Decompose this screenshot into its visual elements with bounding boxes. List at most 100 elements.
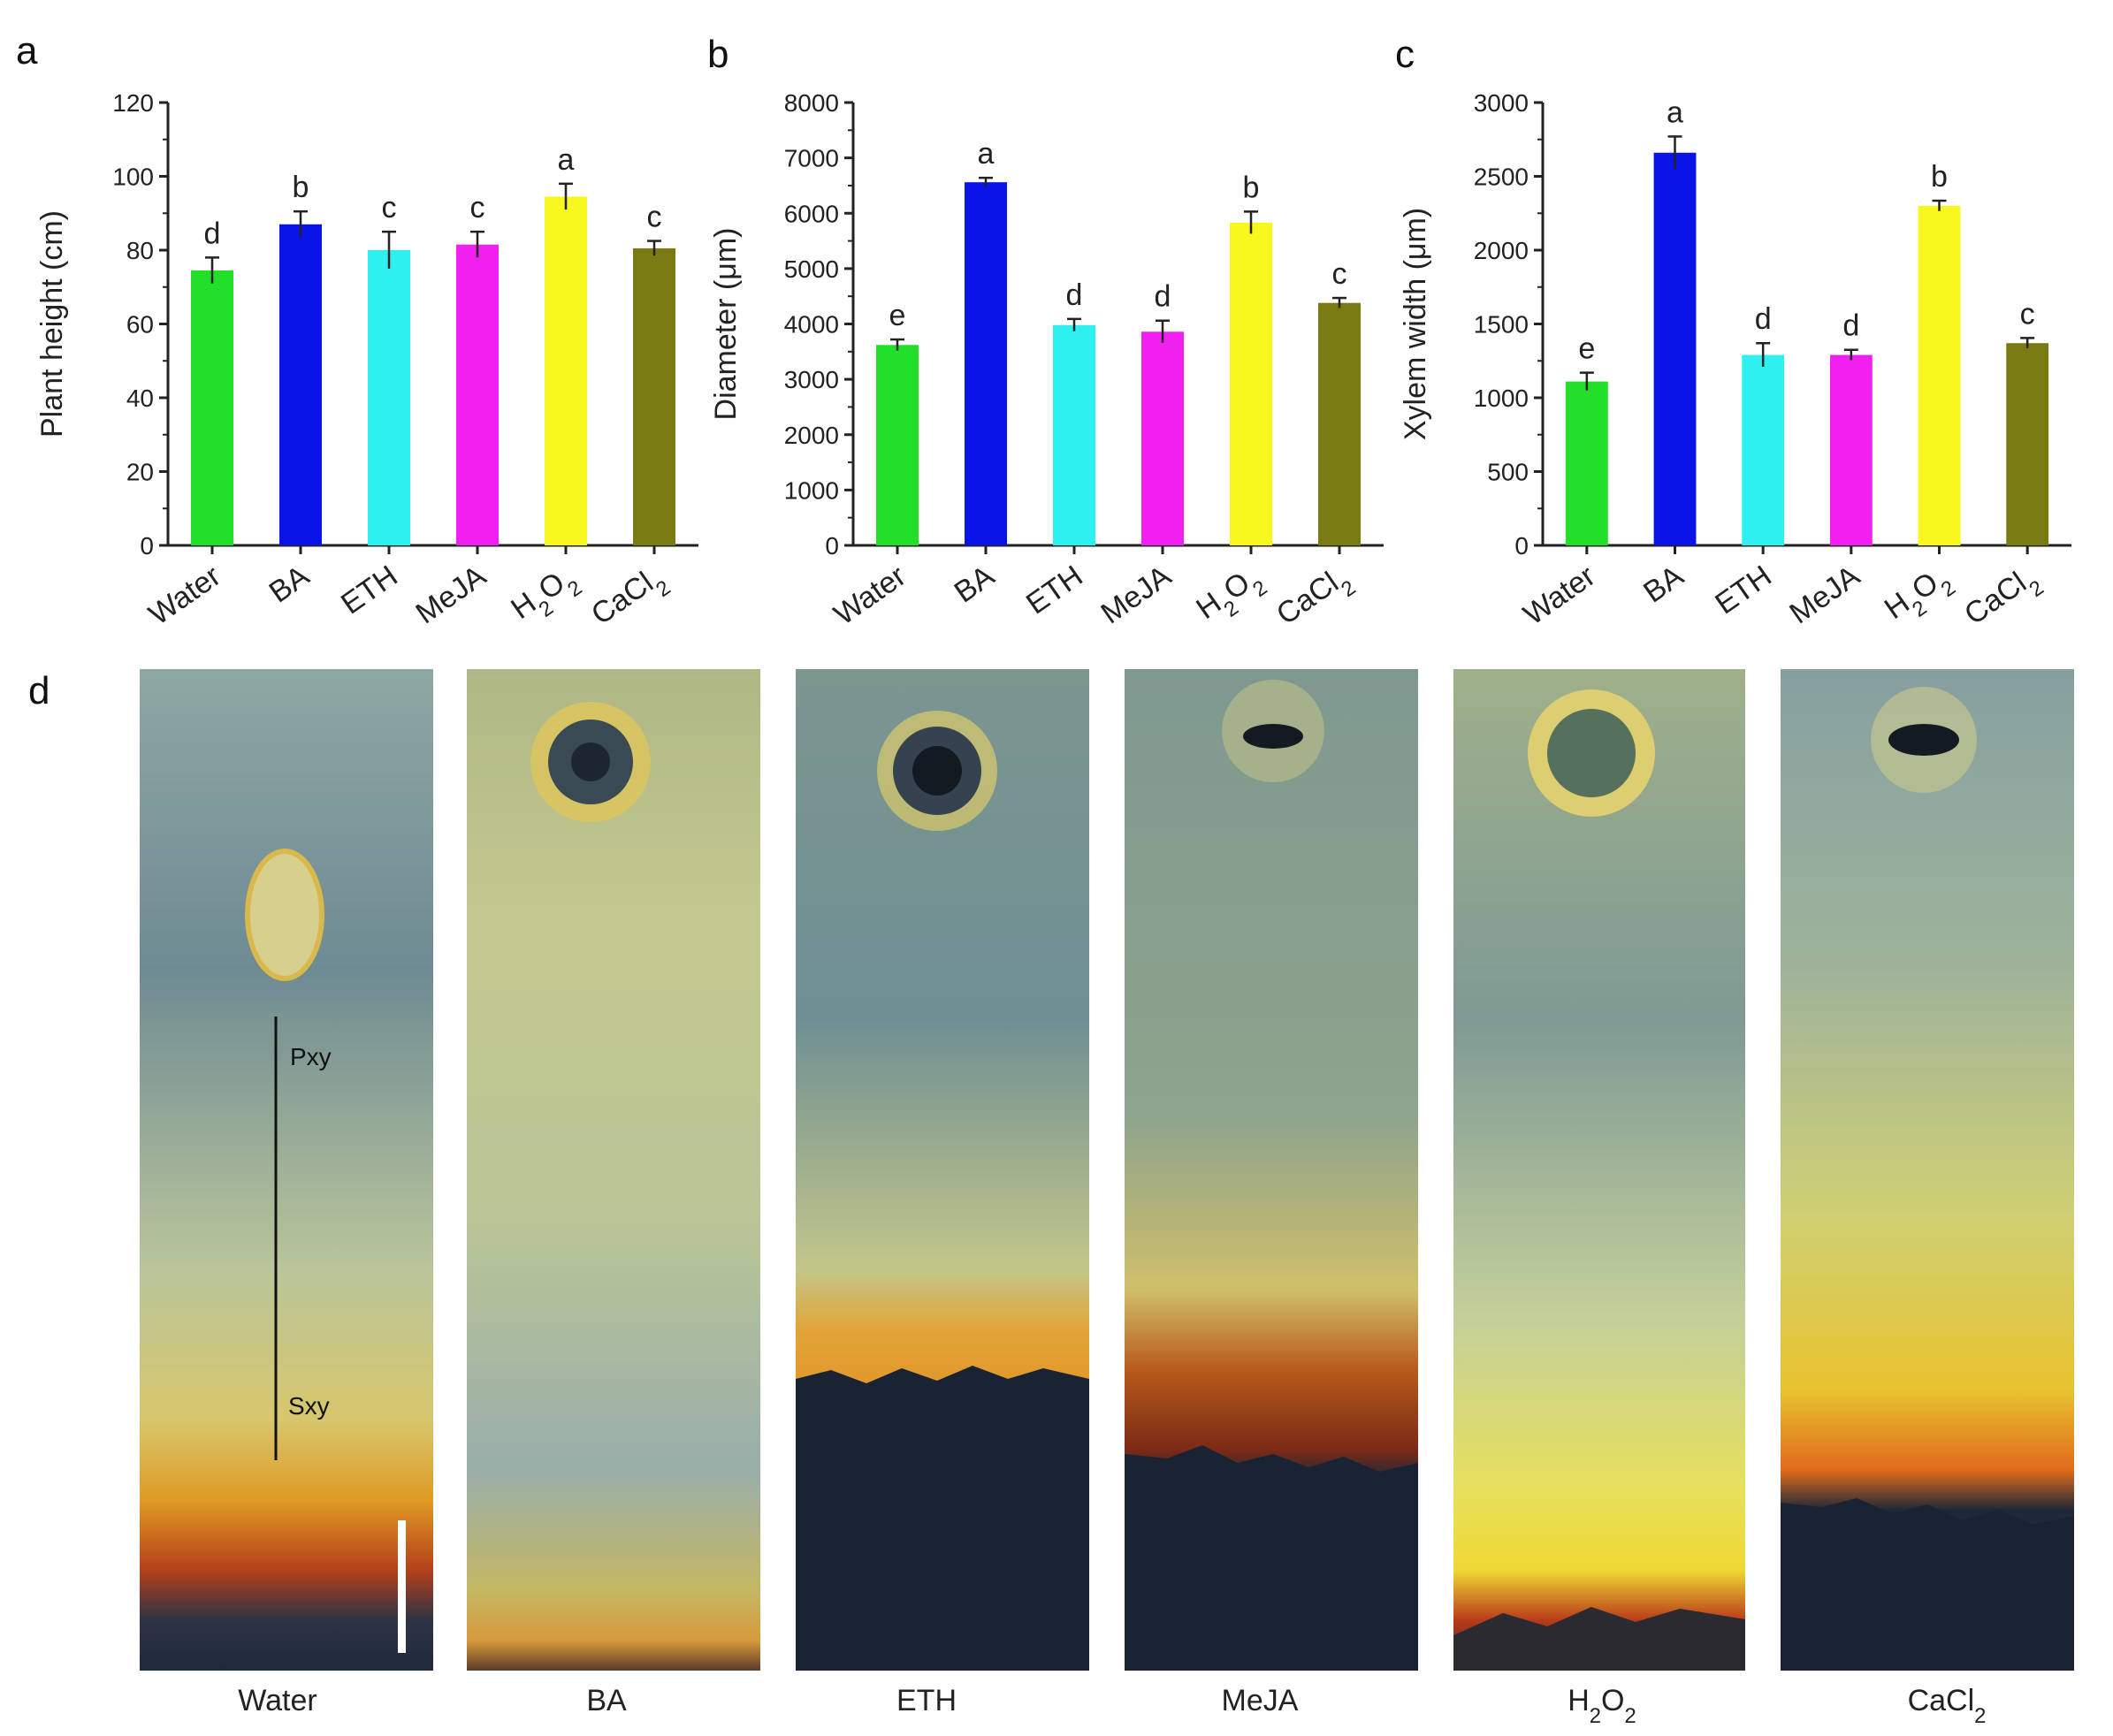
bar-eth bbox=[1742, 354, 1785, 545]
significance-label: d bbox=[1755, 302, 1772, 336]
y-tick-label: 8000 bbox=[784, 89, 839, 117]
panel-letter-b: b bbox=[707, 33, 728, 76]
y-tick-label: 3000 bbox=[784, 366, 839, 393]
category-label: CaCl2 bbox=[585, 559, 675, 639]
significance-label: c bbox=[647, 201, 662, 234]
significance-label: c bbox=[1332, 257, 1347, 291]
chart-plant-height: 0 20 40 60 80 100 120 Plant height (cm) d Water b B… bbox=[35, 89, 698, 639]
y-tick-label: 0 bbox=[140, 532, 154, 560]
category-label: Water bbox=[143, 559, 227, 631]
bar-eth bbox=[1053, 324, 1095, 545]
y-tick-label: 2500 bbox=[1474, 164, 1529, 191]
significance-label: a bbox=[978, 137, 995, 171]
bar-cacl2 bbox=[1318, 302, 1361, 545]
caption-meja: MeJA bbox=[1222, 1684, 1299, 1717]
bar-ba bbox=[1653, 152, 1697, 545]
significance-label: e bbox=[889, 299, 906, 332]
category-label: H2O2 bbox=[505, 559, 586, 634]
annotation-pxy: Pxy bbox=[290, 1043, 332, 1070]
y-tick-label: 500 bbox=[1487, 459, 1529, 486]
category-label: ETH bbox=[335, 559, 403, 621]
y-tick-label: 2000 bbox=[1474, 237, 1529, 264]
significance-label: c bbox=[2020, 297, 2035, 331]
bar-h2o2 bbox=[1230, 222, 1272, 546]
caption-eth: ETH bbox=[896, 1684, 957, 1717]
y-axis-label: Diameter (μm) bbox=[709, 228, 743, 421]
caption-cacl2: CaCl2 bbox=[1908, 1684, 1987, 1728]
y-tick-label: 2000 bbox=[784, 422, 839, 449]
significance-label: d bbox=[1842, 309, 1859, 343]
y-tick-label: 1500 bbox=[1474, 311, 1529, 339]
photo-water: Pxy Sxy bbox=[140, 669, 433, 1671]
y-tick-label: 0 bbox=[1514, 532, 1529, 560]
annotation-sxy: Sxy bbox=[288, 1392, 330, 1420]
bar-water bbox=[191, 270, 233, 545]
scale-bar bbox=[398, 1520, 406, 1653]
significance-label: a bbox=[1667, 95, 1683, 129]
category-label: BA bbox=[1637, 559, 1690, 609]
y-tick-label: 1000 bbox=[1474, 385, 1529, 412]
y-tick-label: 3000 bbox=[1474, 89, 1529, 117]
significance-label: b bbox=[1931, 160, 1948, 194]
bar-water bbox=[1565, 381, 1608, 545]
category-label: H2O2 bbox=[1190, 559, 1271, 634]
category-label: CaCl2 bbox=[1958, 559, 2048, 639]
category-label: BA bbox=[263, 559, 316, 609]
y-tick-label: 100 bbox=[112, 164, 154, 191]
caption-water: Water bbox=[238, 1684, 317, 1717]
photo-h2o2 bbox=[1453, 669, 1745, 1671]
bar-meja bbox=[1829, 354, 1873, 545]
significance-label: d bbox=[1155, 280, 1171, 314]
caption-h2o2: H2O2 bbox=[1568, 1684, 1636, 1728]
bar-meja bbox=[456, 244, 499, 545]
photo-ba bbox=[467, 669, 760, 1671]
category-label: Water bbox=[828, 559, 912, 631]
significance-label: b bbox=[293, 171, 309, 204]
significance-label: d bbox=[204, 217, 221, 250]
category-label: ETH bbox=[1020, 559, 1088, 621]
panel-letter-a: a bbox=[16, 29, 38, 72]
significance-label: d bbox=[1066, 278, 1083, 312]
bar-ba bbox=[279, 224, 322, 545]
bar-h2o2 bbox=[1918, 205, 1961, 545]
y-tick-label: 80 bbox=[126, 237, 154, 264]
y-tick-label: 120 bbox=[112, 89, 154, 117]
category-label: CaCl2 bbox=[1270, 559, 1360, 639]
category-label: H2O2 bbox=[1879, 559, 1960, 634]
y-tick-label: 0 bbox=[825, 532, 839, 560]
bar-ba bbox=[965, 182, 1007, 545]
y-tick-label: 7000 bbox=[784, 145, 839, 172]
y-tick-label: 20 bbox=[126, 459, 154, 486]
significance-label: b bbox=[1243, 171, 1260, 204]
y-tick-label: 4000 bbox=[784, 311, 839, 339]
bar-eth bbox=[368, 250, 410, 545]
photo-meja bbox=[1125, 669, 1418, 1671]
significance-label: c bbox=[382, 191, 397, 225]
caption-ba: BA bbox=[586, 1684, 627, 1717]
panel-letter-c: c bbox=[1395, 33, 1415, 76]
y-tick-label: 40 bbox=[126, 385, 154, 412]
significance-label: c bbox=[470, 191, 485, 225]
category-label: MeJA bbox=[410, 559, 492, 630]
photo-cacl2 bbox=[1781, 669, 2074, 1671]
category-label: BA bbox=[949, 559, 1001, 609]
y-tick-label: 5000 bbox=[784, 255, 839, 283]
chart-diameter: 0 1000 2000 3000 4000 5000 6000 7000 8000 Diamete… bbox=[709, 89, 1384, 639]
category-label: MeJA bbox=[1095, 559, 1178, 630]
panel-letter-d: d bbox=[28, 669, 50, 712]
bar-meja bbox=[1141, 331, 1184, 545]
bar-cacl2 bbox=[633, 247, 675, 545]
bar-cacl2 bbox=[2006, 343, 2049, 545]
photo-eth bbox=[796, 669, 1089, 1671]
y-axis-label: Xylem width (μm) bbox=[1399, 208, 1432, 440]
bar-h2o2 bbox=[545, 196, 587, 545]
y-tick-label: 1000 bbox=[784, 476, 839, 504]
category-label: ETH bbox=[1709, 559, 1777, 621]
y-tick-label: 6000 bbox=[784, 200, 839, 227]
significance-label: e bbox=[1578, 332, 1595, 366]
category-label: MeJA bbox=[1783, 559, 1865, 630]
y-tick-label: 60 bbox=[126, 311, 154, 339]
y-axis-label: Plant height (cm) bbox=[35, 210, 69, 438]
